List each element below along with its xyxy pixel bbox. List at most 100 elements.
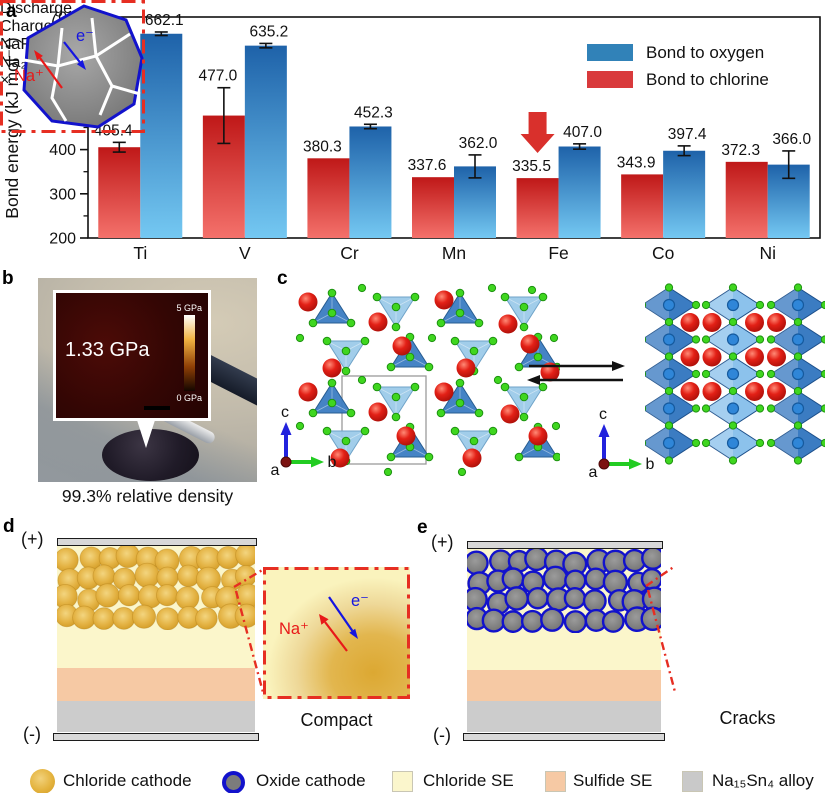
alloy-swatch [682,771,703,792]
panel-label-e: e [417,517,428,538]
oxide-cathode-particles [467,549,661,633]
axis-triad-right: c b a [589,406,655,481]
modulus-value: 1.33 GPa [65,339,150,361]
svg-text:Cr: Cr [340,243,359,263]
zoom-connector-e [645,565,677,693]
svg-text:400: 400 [49,142,76,159]
reaction-arrows [527,361,625,385]
compact-particle-inset: Na⁺ e⁻ ✓ [263,567,410,699]
charge-arrowhead [527,375,540,385]
svg-text:c: c [281,404,289,421]
svg-text:Bond to oxygen: Bond to oxygen [646,43,764,62]
sulfide-se-label: Sulfide SE [573,771,653,790]
sulfide-se-swatch [545,771,566,792]
discharge-label: Discharge [0,0,73,17]
na2fecl4-structure [645,283,825,465]
scale-bar [144,406,170,410]
svg-text:362.0: 362.0 [459,135,498,152]
crack-lines [23,17,141,122]
svg-text:Ti: Ti [133,243,147,263]
bond-energy-bar-chart: 200300400500600700Bond energy (kJ mol⁻¹)… [2,10,821,263]
svg-text:c: c [599,406,607,423]
compact-caption: Compact [300,710,373,730]
positive-terminal-d: (+) [21,529,44,549]
modulus-map-inset: 1.33 GPa 5 GPa 0 GPa [53,290,211,421]
svg-text:Mn: Mn [442,243,466,263]
chloride-se-label: Chloride SE [423,771,514,790]
electron-label-e: e⁻ [76,27,94,45]
chloride-cathode-particles [57,546,255,630]
positive-terminal-e: (+) [431,532,454,552]
svg-text:452.3: 452.3 [354,104,393,121]
oxide-cathode-label: Oxide cathode [256,771,366,790]
bottom-current-collector-d [53,733,259,741]
inset-border-e [0,0,145,133]
bottom-current-collector-e [463,733,665,741]
svg-text:343.9: 343.9 [617,154,656,171]
cross-mark: × [0,72,10,89]
oxide-cathode-swatch [222,771,245,793]
alloy-label: Na₁₅Sn₄ alloy [712,771,814,790]
svg-text:372.3: 372.3 [721,142,760,159]
svg-text:Ni: Ni [759,243,776,263]
panel-label-a: a [6,1,17,22]
chloride-cathode-swatch [30,769,55,793]
zoom-connector-d [233,567,266,697]
colorbar-max-label: 5 GPa [176,303,202,313]
chloride-se-swatch [392,771,413,792]
svg-text:662.1: 662.1 [145,12,184,29]
axis-triad-left: c b a [271,404,337,479]
sulfide-se-layer-e [467,670,661,701]
panel-label-c: c [277,268,288,289]
svg-text:635.2: 635.2 [249,23,288,40]
chloride-cathode-label: Chloride cathode [63,771,192,790]
panel-label-b: b [2,268,14,289]
svg-text:380.3: 380.3 [303,138,342,155]
na-ion-arrow [324,621,348,652]
svg-text:Co: Co [652,243,674,263]
svg-text:a: a [271,462,280,479]
svg-text:407.0: 407.0 [563,124,602,141]
alloy-layer-e [467,701,661,732]
cracked-inset-graphic [0,0,145,133]
na-ion-label-d: Na⁺ [279,620,309,638]
fe-highlight-arrow [520,112,555,153]
svg-text:Bond energy (kJ mol⁻¹): Bond energy (kJ mol⁻¹) [2,37,22,218]
top-current-collector-d [57,538,257,546]
electron-arrow-e [63,41,81,63]
na-ion-arrow-e [39,57,63,89]
nafecl4-structure [295,283,560,476]
pellet-photo: 1.33 GPa 5 GPa 0 GPa [38,278,257,482]
svg-text:b: b [646,456,655,473]
svg-text:200: 200 [49,231,76,248]
sulfide-se-layer-d [57,668,255,701]
compact-inset-graphic [263,567,410,699]
svg-text:V: V [239,243,251,263]
discharge-arrowhead [612,361,625,371]
svg-text:a: a [589,464,598,481]
top-current-collector-e [467,541,663,549]
inset-pointer [136,417,156,448]
svg-text:337.6: 337.6 [408,157,447,174]
electron-arrow [328,596,354,632]
svg-text:477.0: 477.0 [198,68,237,85]
negative-terminal-d: (-) [23,724,41,744]
svg-text:335.5: 335.5 [512,158,551,175]
svg-text:b: b [328,454,337,471]
cracked-particle-inset: Na⁺ e⁻ × [0,0,826,133]
na-ion-label-e: Na⁺ [14,67,44,85]
panel-label-d: d [3,516,15,537]
colorbar-min-label: 0 GPa [176,393,202,403]
svg-text:Fe: Fe [548,243,568,263]
alloy-layer-d [57,701,255,732]
relative-density-caption: 99.3% relative density [61,486,234,506]
inset-border-d [263,567,410,699]
modulus-colorbar [184,315,195,391]
svg-text:Bond to chlorine: Bond to chlorine [646,70,769,89]
svg-text:397.4: 397.4 [668,126,707,143]
svg-text:366.0: 366.0 [772,131,811,148]
svg-text:300: 300 [49,186,76,203]
cracks-caption: Cracks [719,708,776,728]
negative-terminal-e: (-) [433,725,451,745]
